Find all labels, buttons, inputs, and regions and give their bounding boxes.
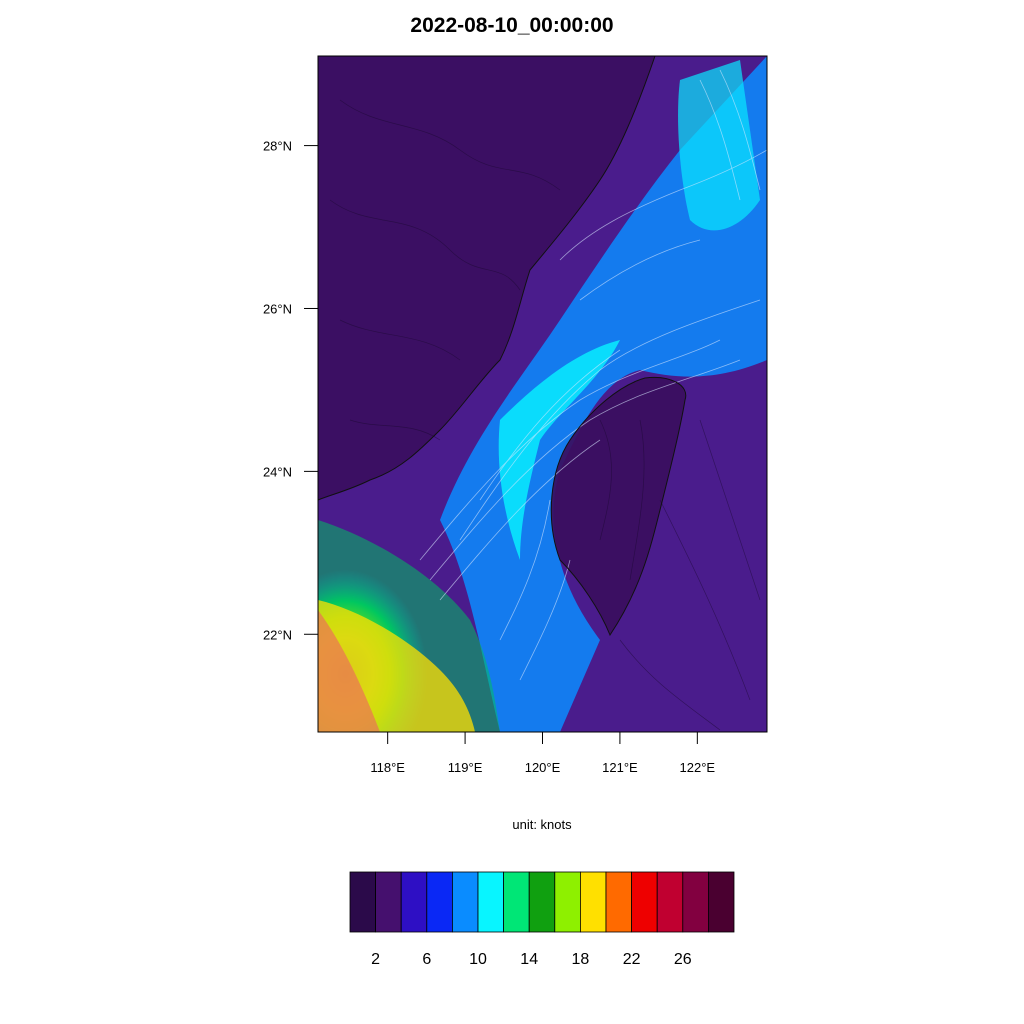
colorbar-swatch — [708, 871, 735, 933]
lon-tick-label: 121°E — [602, 760, 638, 775]
lon-tick-label: 119°E — [448, 760, 483, 775]
colorbar-swatch — [375, 871, 402, 933]
colorbar-swatch — [503, 871, 530, 933]
colorbar-label: 18 — [572, 951, 590, 968]
taiwan-land — [551, 377, 686, 635]
colorbar-swatch — [656, 871, 684, 933]
unit-label: unit: knots — [512, 817, 572, 832]
colorbar-label: 10 — [469, 951, 487, 968]
strait-wind-zone — [440, 56, 767, 732]
colorbar-label: 14 — [520, 951, 538, 968]
colorbar-swatch — [605, 871, 633, 933]
lon-tick-label: 122°E — [680, 760, 716, 775]
colorbar-label: 2 — [371, 951, 380, 968]
colorbar-label: 6 — [422, 951, 431, 968]
colorbar-swatch — [631, 871, 658, 933]
lon-tick-label: 118°E — [370, 760, 405, 775]
colorbar-swatch — [426, 871, 453, 933]
colorbar-label: 26 — [674, 951, 692, 968]
lat-tick-label: 24°N — [263, 464, 292, 479]
colorbar-swatch — [528, 871, 556, 933]
colorbar-swatch — [400, 871, 428, 933]
lat-tick-label: 28°N — [263, 139, 292, 154]
longitude-axis: 118°E 119°E 120°E 121°E 122°E — [370, 732, 715, 775]
lon-tick-label: 120°E — [525, 760, 561, 775]
lat-tick-label: 26°N — [263, 301, 292, 316]
mainland-land — [318, 56, 655, 500]
map-plot-area — [318, 56, 767, 732]
colorbar-swatch — [451, 871, 479, 933]
colorbar-swatch — [554, 871, 581, 933]
colorbar-swatch — [682, 871, 709, 933]
latitude-axis: 22°N 24°N 26°N 28°N — [263, 139, 318, 642]
lat-tick-label: 22°N — [263, 627, 292, 642]
colorbar-swatch — [349, 871, 377, 933]
map-title: 2022-08-10_00:00:00 — [410, 14, 614, 37]
colorbar: 2 6 10 14 18 22 26 — [349, 871, 735, 968]
taiwan-coastline — [550, 376, 687, 637]
streamlines — [419, 69, 767, 681]
jet-core — [498, 340, 620, 560]
colorbar-swatch — [477, 871, 505, 933]
north-jet — [678, 60, 760, 231]
mainland-coastline — [318, 56, 656, 501]
colorbar-label: 22 — [623, 951, 641, 968]
colorbar-swatch — [580, 871, 607, 933]
